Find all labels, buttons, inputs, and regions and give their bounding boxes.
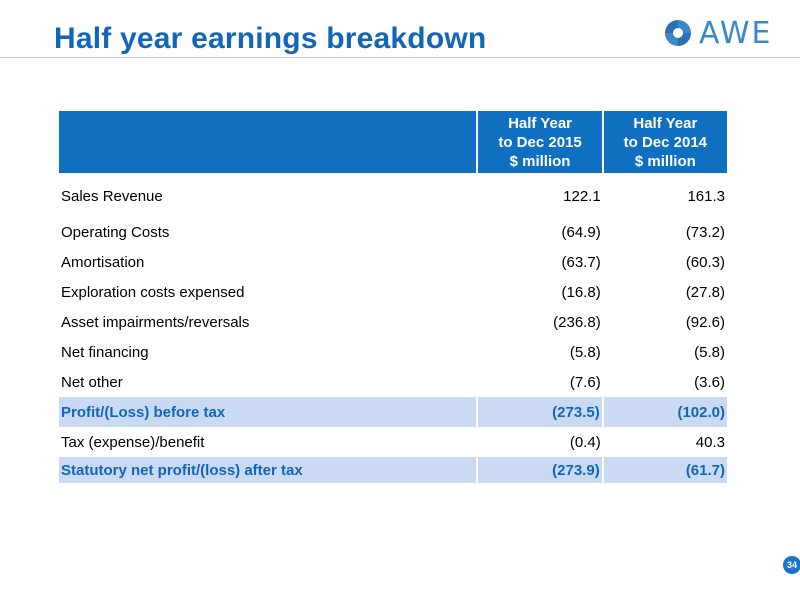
value-dec2014: (92.6) (685, 313, 725, 331)
title-divider (0, 57, 800, 58)
row-label: Sales Revenue (61, 187, 163, 205)
table-row: Sales Revenue 122.1 161.3 (59, 173, 727, 217)
row-label: Profit/(Loss) before tax (59, 397, 478, 427)
header-dec2014-line1: Half Year (633, 114, 698, 132)
earnings-table: Half Year to Dec 2015 $ million Half Yea… (59, 111, 727, 483)
value-dec2015: (16.8) (561, 283, 601, 301)
row-label: Net other (61, 373, 123, 391)
value-dec2014: (27.8) (685, 283, 725, 301)
table-row: Net financing (5.8) (5.8) (59, 337, 727, 367)
header-dec2014-line3: $ million (634, 152, 696, 170)
value-dec2014: (60.3) (685, 253, 725, 271)
header-dec2015-line2: to Dec 2015 (498, 133, 582, 151)
table-row: Asset impairments/reversals (236.8) (92.… (59, 307, 727, 337)
header-label-column (59, 111, 478, 173)
value-dec2015: 122.1 (563, 187, 601, 205)
row-label: Operating Costs (61, 223, 170, 241)
value-dec2014: (102.0) (601, 397, 727, 427)
value-dec2015: (7.6) (569, 373, 601, 391)
value-dec2015: (273.5) (476, 397, 603, 427)
value-dec2014: (5.8) (694, 343, 725, 361)
value-dec2014: (3.6) (694, 373, 725, 391)
value-dec2014: 161.3 (687, 187, 725, 205)
value-dec2015: (63.7) (561, 253, 601, 271)
value-dec2014: 40.3 (695, 433, 725, 451)
value-dec2015: (0.4) (569, 433, 601, 451)
header-dec2014-line2: to Dec 2014 (623, 133, 708, 151)
table-header-row: Half Year to Dec 2015 $ million Half Yea… (59, 111, 727, 173)
logo-text: AWE (699, 15, 773, 51)
value-dec2015: (5.8) (569, 343, 601, 361)
table-row: Operating Costs (64.9) (73.2) (59, 217, 727, 247)
value-dec2014: (73.2) (685, 223, 725, 241)
subtotal-row: Profit/(Loss) before tax (273.5) (102.0) (59, 397, 727, 427)
row-label: Asset impairments/reversals (61, 313, 250, 331)
awe-swirl-logo-icon (665, 20, 691, 46)
row-label: Net financing (61, 343, 149, 361)
value-dec2015: (64.9) (561, 223, 601, 241)
table-row: Net other (7.6) (3.6) (59, 367, 727, 397)
table-row: Amortisation (63.7) (60.3) (59, 247, 727, 277)
table-row: Exploration costs expensed (16.8) (27.8) (59, 277, 727, 307)
value-dec2015: (236.8) (553, 313, 601, 331)
row-label: Statutory net profit/(loss) after tax (59, 457, 478, 483)
header-dec2014: Half Year to Dec 2014 $ million (601, 111, 727, 173)
header-dec2015-line1: Half Year (508, 114, 573, 132)
page-number-badge: 34 (783, 556, 800, 574)
row-label: Amortisation (61, 253, 145, 271)
slide-title: Half year earnings breakdown (54, 22, 487, 55)
value-dec2014: (61.7) (601, 457, 727, 483)
total-row: Statutory net profit/(loss) after tax (2… (59, 457, 727, 483)
awe-logo: AWE (663, 15, 773, 51)
row-label: Exploration costs expensed (61, 283, 245, 301)
value-dec2015: (273.9) (476, 457, 603, 483)
header-dec2015-line3: $ million (509, 152, 571, 170)
table-row: Tax (expense)/benefit (0.4) 40.3 (59, 427, 727, 457)
header-dec2015: Half Year to Dec 2015 $ million (476, 111, 603, 173)
row-label: Tax (expense)/benefit (61, 433, 205, 451)
